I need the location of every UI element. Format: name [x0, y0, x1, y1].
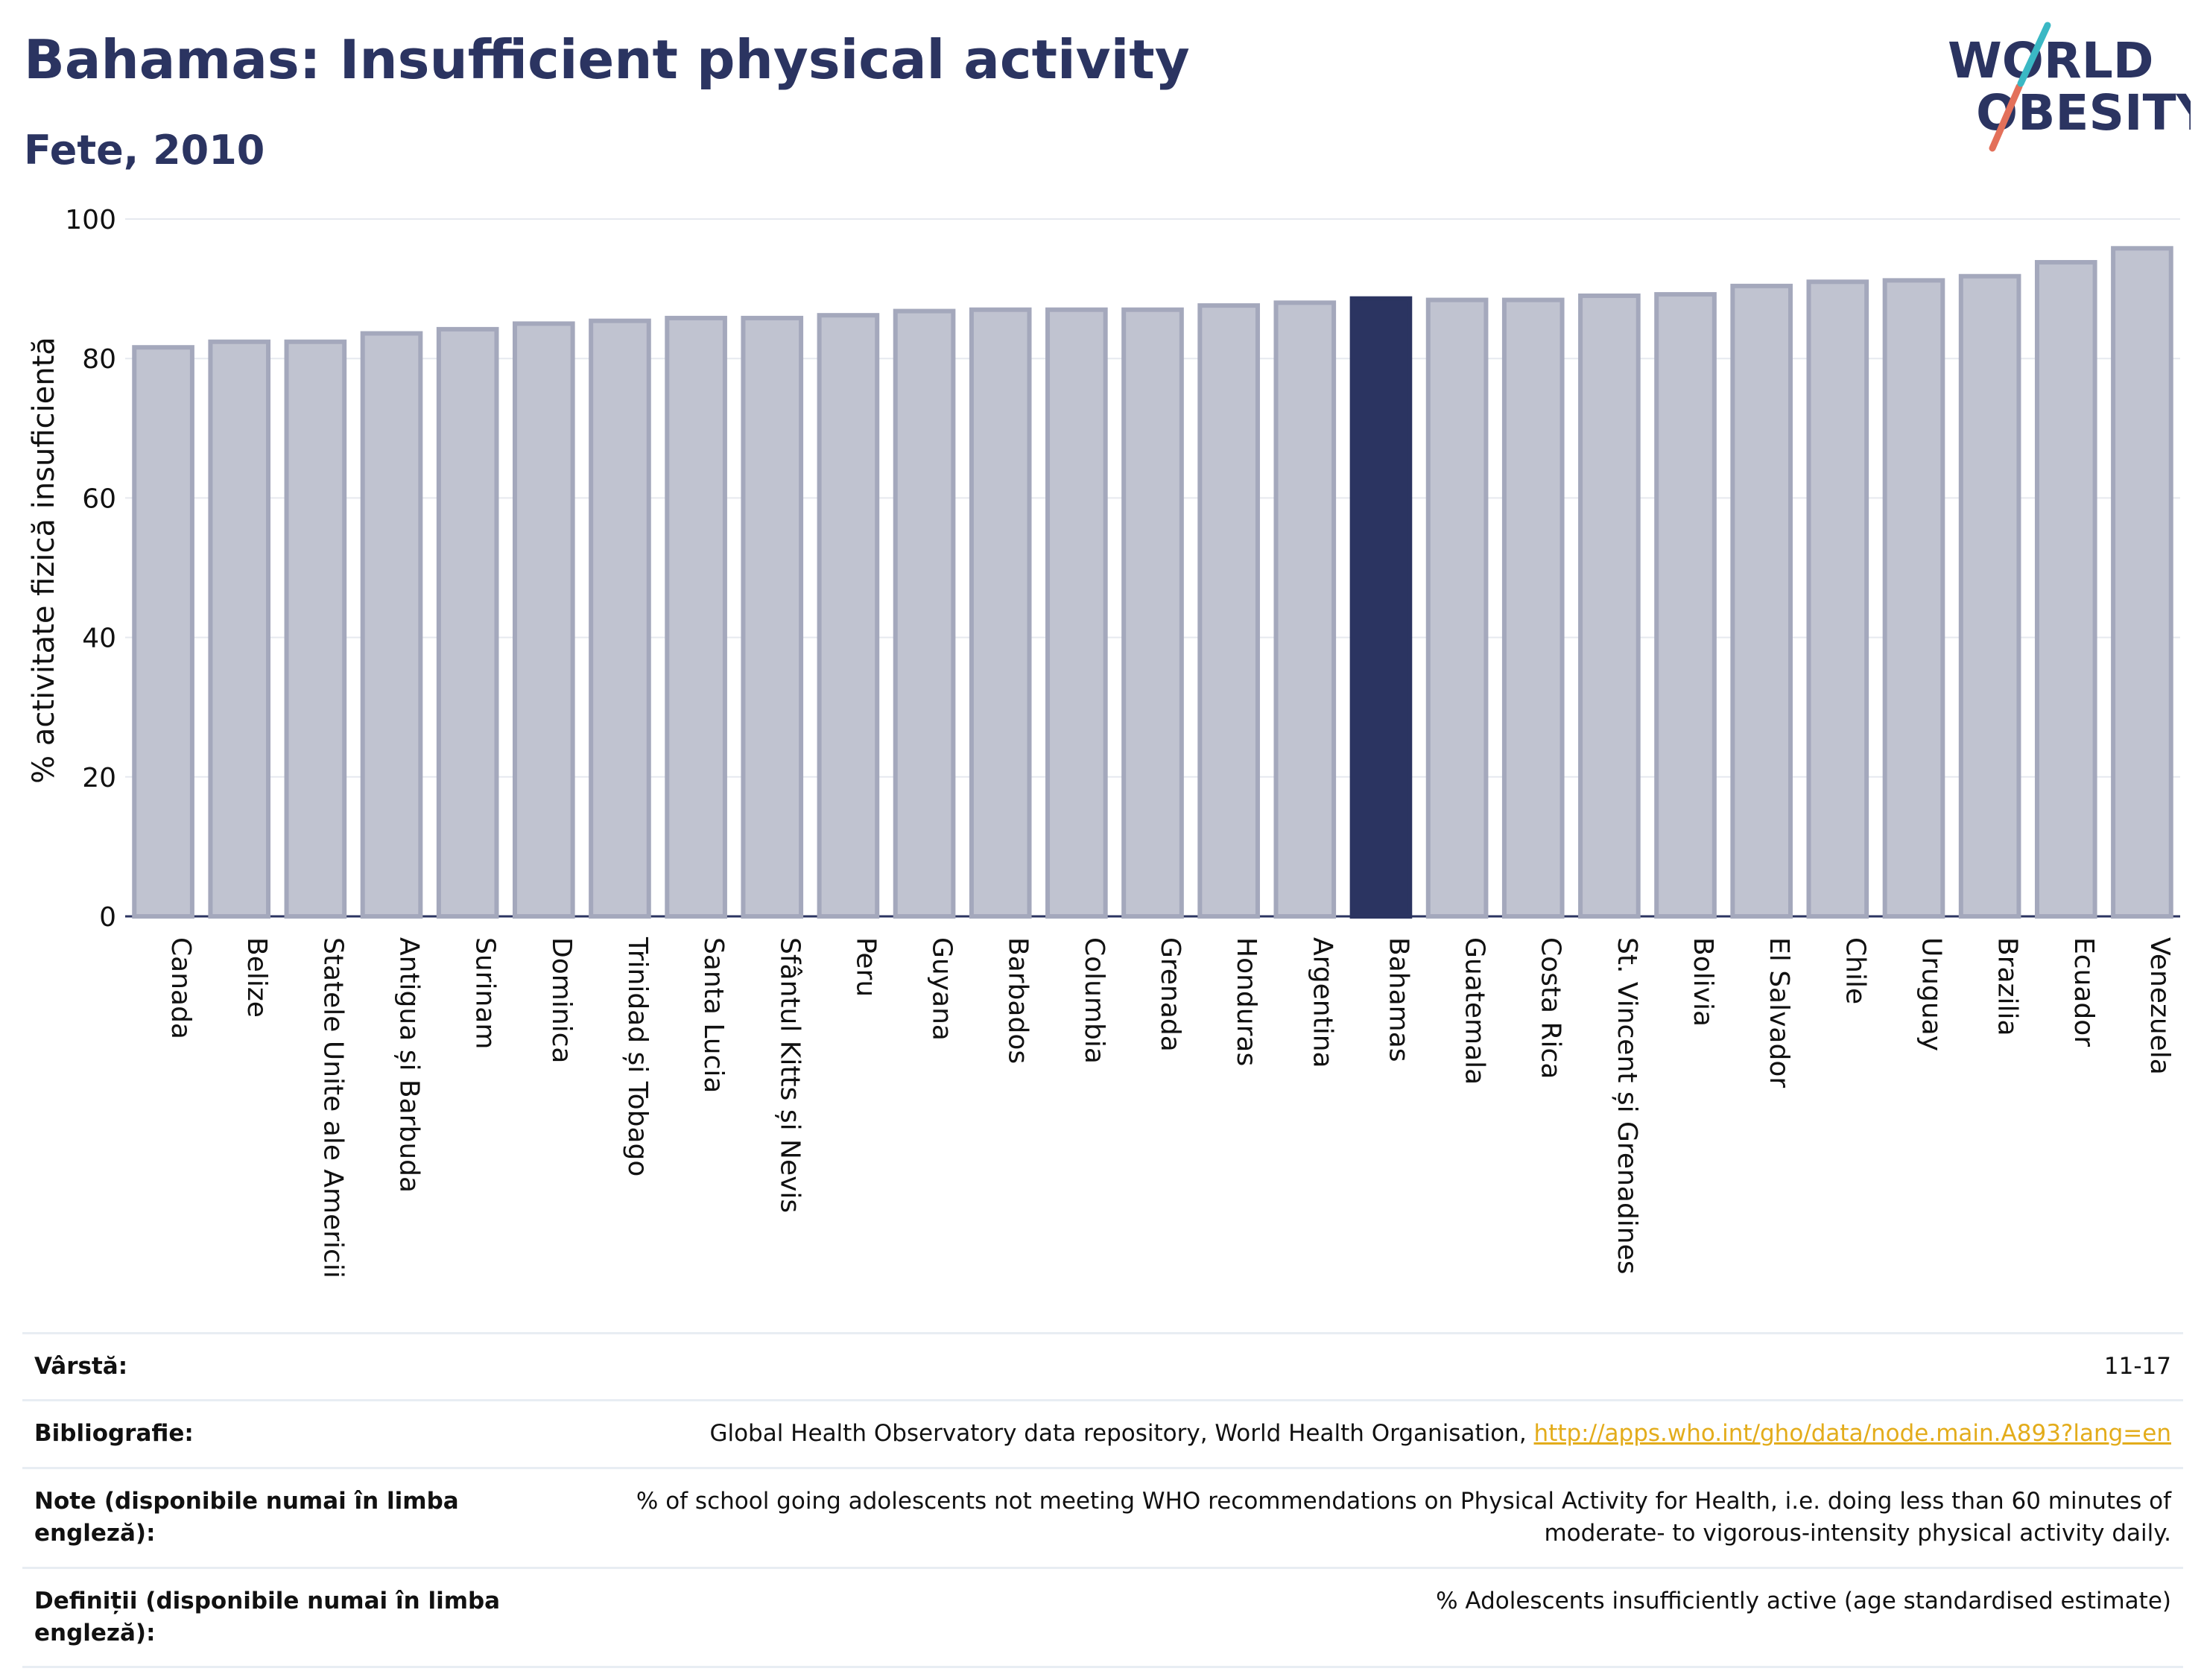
x-tick-label: Argentina: [1307, 937, 1337, 1068]
bar-peru: [817, 313, 880, 919]
bar-surinam: [436, 326, 499, 919]
meta-row-bibliography: Bibliografie: Global Health Observatory …: [22, 1399, 2183, 1466]
meta-value-bibliography: Global Health Observatory data repositor…: [526, 1418, 2171, 1450]
bar-canada: [132, 345, 194, 919]
bar-sf-ntul-kitts-i-nevis: [741, 315, 804, 919]
y-tick-label: 60: [82, 484, 116, 514]
bar-chart: 0 20 40 60 80 100 Canada Belize Statele Unite a…: [27, 205, 2180, 1278]
metadata-table: Vârstă: 11-17 Bibliografie: Global Healt…: [22, 1332, 2183, 1669]
bar-statele-unite-ale-americii: [284, 339, 347, 919]
bar-brazilia: [1958, 273, 2021, 919]
bar-guatemala: [1425, 297, 1489, 919]
bar-santa-lucia: [665, 315, 727, 919]
x-tick-label: Grenada: [1155, 937, 1185, 1052]
meta-label-bibliography: Bibliografie:: [34, 1420, 194, 1448]
x-tick-label: Statele Unite ale Americii: [317, 937, 348, 1278]
x-tick-label: St. Vincent și Grenadines: [1612, 937, 1642, 1275]
bibliography-link[interactable]: http://apps.who.int/gho/data/node.main.A…: [1533, 1420, 2171, 1448]
bar-bahamas: [1349, 296, 1413, 919]
bar-costa-rica: [1501, 297, 1565, 919]
y-tick-label: 0: [99, 902, 116, 933]
y-tick-label: 20: [82, 763, 116, 793]
meta-value-definitions: % Adolescents insufficiently active (age…: [1436, 1587, 2171, 1614]
x-tick-label: Guatemala: [1460, 937, 1490, 1085]
bar-ecuador: [2034, 260, 2097, 919]
x-tick-label: Antigua și Barbuda: [394, 937, 425, 1193]
x-tick-label: Dominica: [546, 937, 577, 1064]
bar-barbados: [969, 307, 1032, 919]
meta-row-notes: Note (disponibile numai în limba engleză…: [22, 1466, 2183, 1567]
bar-honduras: [1197, 303, 1260, 919]
x-tick-label: Costa Rica: [1536, 937, 1566, 1079]
meta-value-age: 11-17: [2103, 1353, 2171, 1380]
bar-el-salvador: [1730, 283, 1793, 919]
x-tick-label: Santa Lucia: [698, 937, 729, 1093]
x-tick-label: Belize: [241, 937, 272, 1018]
x-tick-label: Brazilia: [1992, 937, 2023, 1036]
meta-label-definitions: Definiții (disponibile numai în limba en…: [34, 1587, 501, 1646]
x-tick-label: Honduras: [1231, 937, 1261, 1066]
x-tick-label: Barbados: [1003, 937, 1033, 1064]
meta-label-notes: Note (disponibile numai în limba engleză…: [34, 1487, 459, 1547]
world-obesity-logo: WORLD OBESITY: [1948, 22, 2191, 152]
bar-dominica: [512, 321, 575, 919]
y-axis-ticks: 0 20 40 60 80 100: [65, 205, 116, 933]
y-tick-label: 80: [82, 344, 116, 375]
bar-argentina: [1273, 300, 1337, 919]
logo-line1: WORLD: [1948, 32, 2154, 89]
x-tick-label: Columbia: [1079, 937, 1109, 1064]
x-axis-ticks: Canada Belize Statele Unite ale Americii An…: [165, 936, 2175, 1278]
x-tick-label: Uruguay: [1916, 937, 1946, 1051]
meta-value-notes: % of school going adolescents not meetin…: [636, 1487, 2171, 1547]
x-tick-label: El Salvador: [1764, 937, 1794, 1088]
x-tick-label: Bahamas: [1383, 937, 1413, 1062]
bar-st-vincent-i-grenadines: [1578, 293, 1641, 919]
meta-label-age: Vârstă:: [34, 1353, 128, 1380]
y-axis-title: % activitate fizică insuficientă: [27, 337, 61, 784]
bar-grenada: [1121, 307, 1184, 919]
x-tick-label: Venezuela: [2144, 937, 2175, 1075]
bar-belize: [208, 339, 271, 919]
bar-columbia: [1045, 307, 1108, 919]
logo-slash-top: [2017, 22, 2051, 87]
bar-chile: [1806, 279, 1869, 919]
x-tick-label: Trinidad și Tobago: [622, 936, 653, 1176]
bar-uruguay: [1882, 278, 1945, 919]
logo-line2: OBESITY: [1976, 84, 2191, 142]
x-tick-label: Sfântul Kitts și Nevis: [774, 937, 805, 1213]
x-tick-label: Chile: [1840, 937, 1870, 1004]
y-tick-label: 100: [65, 205, 116, 235]
page-subtitle: Fete, 2010: [24, 127, 265, 174]
meta-row-age: Vârstă: 11-17: [22, 1332, 2183, 1399]
logo-slash-bottom: [1989, 83, 2023, 152]
x-tick-label: Guyana: [927, 937, 957, 1041]
bars: [132, 246, 2173, 919]
x-tick-label: Bolivia: [1688, 937, 1718, 1027]
page-title: Bahamas: Insufficient physical activity: [24, 28, 1190, 91]
bar-trinidad-i-tobago: [589, 318, 651, 919]
meta-row-definitions: Definiții (disponibile numai în limba en…: [22, 1566, 2183, 1669]
bar-guyana: [893, 308, 956, 919]
bibliography-text: Global Health Observatory data repositor…: [709, 1420, 1534, 1448]
x-tick-label: Peru: [850, 937, 881, 997]
x-tick-label: Surinam: [470, 937, 501, 1049]
y-tick-label: 40: [82, 624, 116, 654]
x-tick-label: Ecuador: [2068, 937, 2099, 1047]
x-tick-label: Canada: [165, 937, 196, 1039]
bar-antigua-i-barbuda: [360, 331, 423, 919]
bar-bolivia: [1654, 292, 1717, 919]
bar-venezuela: [2111, 246, 2173, 919]
